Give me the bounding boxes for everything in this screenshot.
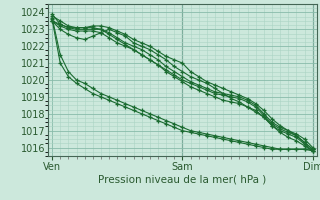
X-axis label: Pression niveau de la mer( hPa ): Pression niveau de la mer( hPa ) (98, 174, 267, 184)
